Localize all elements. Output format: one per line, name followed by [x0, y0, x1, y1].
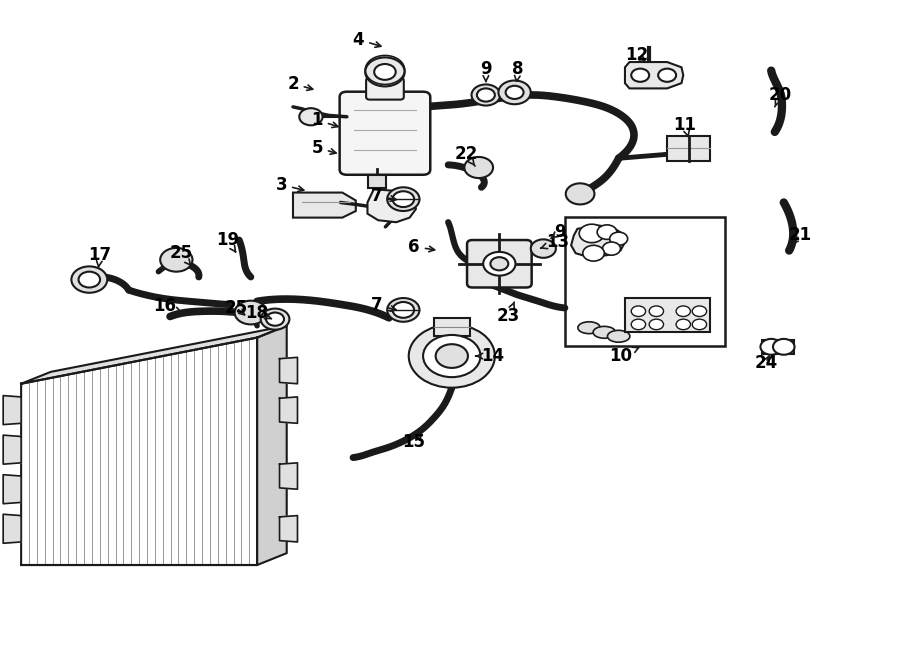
Circle shape	[631, 306, 645, 316]
Circle shape	[423, 335, 481, 377]
Polygon shape	[4, 514, 21, 544]
Text: 4: 4	[353, 30, 381, 48]
Text: 15: 15	[402, 433, 426, 451]
Text: 8: 8	[512, 60, 524, 81]
Bar	[667, 136, 710, 161]
Circle shape	[477, 89, 495, 101]
Text: 22: 22	[454, 146, 478, 166]
Circle shape	[464, 157, 493, 178]
Circle shape	[531, 240, 556, 258]
Circle shape	[602, 242, 620, 255]
Ellipse shape	[608, 330, 630, 342]
Text: 7: 7	[371, 296, 396, 314]
Text: 14: 14	[476, 347, 505, 365]
Polygon shape	[4, 435, 21, 464]
Circle shape	[692, 306, 706, 316]
Text: 11: 11	[673, 117, 697, 137]
Circle shape	[580, 224, 604, 243]
Circle shape	[365, 58, 405, 87]
Text: 25: 25	[169, 244, 193, 265]
FancyBboxPatch shape	[339, 92, 430, 175]
Text: 9: 9	[551, 223, 565, 241]
Text: 23: 23	[497, 302, 520, 326]
Circle shape	[235, 301, 267, 324]
Circle shape	[71, 266, 107, 293]
Circle shape	[374, 64, 396, 80]
Bar	[625, 298, 710, 332]
Circle shape	[597, 225, 617, 240]
Circle shape	[676, 319, 690, 330]
Circle shape	[78, 271, 100, 287]
Text: 7: 7	[371, 187, 396, 205]
Circle shape	[300, 108, 322, 125]
Circle shape	[658, 69, 676, 82]
Circle shape	[631, 69, 649, 82]
FancyBboxPatch shape	[467, 240, 532, 287]
Circle shape	[387, 298, 419, 322]
Text: 20: 20	[769, 86, 792, 107]
Text: 25: 25	[225, 299, 248, 317]
Polygon shape	[21, 338, 257, 565]
Circle shape	[266, 312, 284, 326]
Circle shape	[472, 85, 500, 105]
Bar	[762, 340, 794, 354]
Circle shape	[649, 306, 663, 316]
Text: 24: 24	[754, 354, 778, 371]
Circle shape	[483, 252, 516, 275]
Text: 19: 19	[216, 231, 239, 252]
Circle shape	[506, 86, 524, 99]
Ellipse shape	[578, 322, 600, 334]
Polygon shape	[280, 516, 298, 542]
Polygon shape	[572, 226, 625, 257]
Circle shape	[692, 319, 706, 330]
Bar	[368, 175, 386, 188]
Circle shape	[566, 183, 595, 205]
Text: 10: 10	[609, 347, 639, 365]
Text: 16: 16	[153, 297, 182, 315]
Bar	[434, 318, 470, 336]
Circle shape	[499, 81, 531, 104]
Polygon shape	[257, 326, 287, 565]
Polygon shape	[293, 193, 356, 218]
Bar	[565, 217, 725, 346]
Text: 6: 6	[409, 238, 435, 256]
Polygon shape	[4, 396, 21, 424]
Text: 3: 3	[275, 175, 303, 194]
Text: 12: 12	[626, 46, 648, 64]
Polygon shape	[280, 463, 298, 489]
Polygon shape	[280, 357, 298, 384]
Circle shape	[409, 324, 495, 388]
FancyBboxPatch shape	[366, 78, 404, 99]
Circle shape	[609, 232, 627, 246]
Polygon shape	[280, 397, 298, 423]
Polygon shape	[4, 475, 21, 504]
Text: 18: 18	[246, 304, 272, 322]
Text: 5: 5	[311, 139, 336, 157]
Polygon shape	[367, 189, 416, 222]
Ellipse shape	[593, 326, 616, 338]
Circle shape	[160, 248, 193, 271]
Circle shape	[760, 339, 782, 355]
Circle shape	[649, 319, 663, 330]
Text: 21: 21	[788, 226, 812, 244]
Circle shape	[491, 257, 508, 270]
Circle shape	[583, 246, 604, 261]
Circle shape	[676, 306, 690, 316]
Polygon shape	[625, 62, 683, 89]
Text: 9: 9	[480, 60, 491, 81]
Circle shape	[261, 308, 290, 330]
Polygon shape	[21, 326, 287, 384]
Circle shape	[631, 319, 645, 330]
Circle shape	[392, 302, 414, 318]
Circle shape	[436, 344, 468, 368]
Circle shape	[773, 339, 795, 355]
Text: 1: 1	[311, 111, 338, 129]
Circle shape	[392, 191, 414, 207]
Text: 13: 13	[541, 233, 569, 251]
Text: 17: 17	[88, 246, 112, 267]
Text: 2: 2	[287, 75, 312, 93]
Circle shape	[387, 187, 419, 211]
